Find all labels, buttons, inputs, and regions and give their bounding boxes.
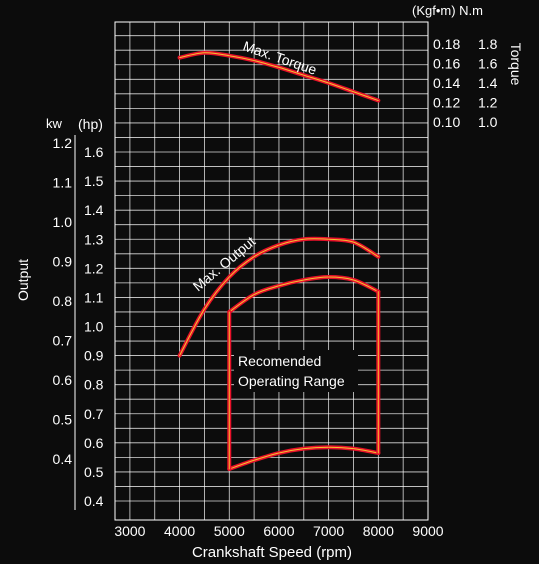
- torque-nm-tick-label: 1.2: [478, 95, 498, 111]
- kw-tick-label: 1.1: [53, 174, 73, 190]
- x-tick-label: 5000: [214, 523, 245, 539]
- x-tick-label: 6000: [263, 523, 294, 539]
- y-axis-label: Output: [15, 259, 31, 301]
- region-label-background: [234, 350, 358, 392]
- hp-tick-label: 0.9: [84, 348, 104, 364]
- torque-axis-label: Torque: [508, 43, 524, 86]
- torque-unit-label: (Kgf•m) N.m: [412, 3, 483, 18]
- hp-tick-label: 1.2: [84, 260, 104, 276]
- torque-kgf-tick-label: 0.16: [433, 56, 460, 72]
- plot-frame: [114, 21, 429, 521]
- max-output-line-highlight: [179, 238, 379, 357]
- hp-tick-label: 1.0: [84, 319, 104, 335]
- torque-kgf-tick-label: 0.12: [433, 95, 460, 111]
- kw-tick-label: 0.5: [53, 412, 73, 428]
- hp-tick-label: 1.1: [84, 289, 104, 305]
- kw-tick-label: 0.9: [53, 253, 73, 269]
- hp-tick-label: 0.7: [84, 406, 104, 422]
- torque-nm-tick-label: 1.8: [478, 36, 498, 52]
- kw-tick-label: 0.7: [53, 333, 73, 349]
- region-label-line-1: Recomended: [238, 353, 321, 369]
- kw-tick-label: 1.2: [53, 135, 73, 151]
- hp-tick-label: 1.5: [84, 173, 104, 189]
- hp-tick-label: 0.6: [84, 435, 104, 451]
- kw-axis-label: kw: [46, 116, 63, 131]
- kw-tick-label: 0.4: [53, 451, 73, 467]
- hp-axis-label: (hp): [78, 116, 103, 132]
- x-axis-label: Crankshaft Speed (rpm): [192, 544, 352, 561]
- x-tick-label: 8000: [363, 523, 394, 539]
- torque-nm-tick-label: 1.4: [478, 75, 498, 91]
- hp-tick-label: 0.4: [84, 493, 104, 509]
- region-label-line-2: Operating Range: [238, 373, 345, 389]
- x-tick-label: 7000: [313, 523, 344, 539]
- hp-tick-label: 0.5: [84, 464, 104, 480]
- torque-nm-tick-label: 1.6: [478, 56, 498, 72]
- torque-kgf-tick-label: 0.14: [433, 75, 460, 91]
- torque-kgf-tick-label: 0.10: [433, 114, 460, 130]
- hp-tick-label: 1.6: [84, 144, 104, 160]
- torque-kgf-tick-label: 0.18: [433, 36, 460, 52]
- operating-range-lower-boundary-highlight: [228, 446, 379, 470]
- kw-tick-label: 0.8: [53, 293, 73, 309]
- hp-tick-label: 0.8: [84, 377, 104, 393]
- x-tick-label: 9000: [412, 523, 443, 539]
- hp-tick-label: 1.3: [84, 231, 104, 247]
- kw-tick-label: 1.0: [53, 214, 73, 230]
- kw-tick-label: 0.6: [53, 372, 73, 388]
- hp-tick-label: 1.4: [84, 202, 104, 218]
- max-torque-line-highlight: [179, 52, 379, 102]
- operating-range-upper-boundary-highlight: [228, 276, 379, 313]
- max-torque-label: Max. Torque: [241, 38, 319, 78]
- torque-nm-tick-label: 1.0: [478, 114, 498, 130]
- x-tick-label: 3000: [114, 523, 145, 539]
- x-tick-label: 4000: [164, 523, 195, 539]
